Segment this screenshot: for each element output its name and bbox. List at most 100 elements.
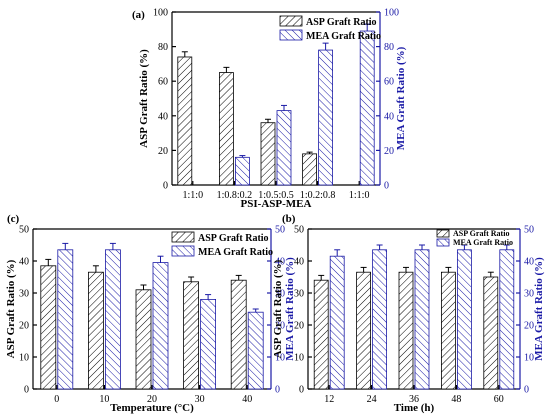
mea-bar <box>152 262 169 390</box>
legend-entry: ASP Graft Ratio <box>306 17 377 28</box>
asp-bar <box>313 279 329 390</box>
y-tick-label-left: 10 <box>19 353 29 364</box>
y-axis-label-left: ASP Graft Ratio (%) <box>138 49 150 148</box>
mea-bar <box>318 49 334 186</box>
x-tick-label: 1:0.8:0.2 <box>217 190 253 201</box>
y-tick-label-right: 0 <box>384 181 389 192</box>
y-tick-label-left: 80 <box>158 42 168 53</box>
mea-bar <box>456 249 472 390</box>
x-tick-label: 10 <box>99 394 109 405</box>
y-axis-label-left: ASP Graft Ratio (%) <box>5 259 17 358</box>
legend-swatch <box>436 238 450 247</box>
asp-bar <box>88 271 104 390</box>
y-tick-label-right: 40 <box>275 257 285 268</box>
x-tick-label: 48 <box>451 394 461 405</box>
mea-bar <box>57 249 74 390</box>
y-tick-label-left: 100 <box>153 8 168 19</box>
x-tick-label: 30 <box>195 394 205 405</box>
x-tick-label: 1:0.2:0.8 <box>300 190 336 201</box>
asp-bar <box>230 279 247 390</box>
legend-swatch <box>171 231 195 243</box>
y-tick-label-left: 0 <box>299 385 304 396</box>
y-tick-label-right: 50 <box>524 225 534 236</box>
mea-bar <box>414 249 430 390</box>
chart-panel: 0 20 40 60 80 100 0 20 40 60 80 100 1:1:0 1:0.8:0.2 1:… <box>132 8 407 211</box>
asp-bar <box>440 271 456 390</box>
y-axis-label-right: MEA Graft Ratio (%) <box>395 46 407 150</box>
legend-swatch <box>279 15 303 27</box>
y-tick-label-left: 40 <box>158 111 168 122</box>
x-tick-label: 1:1:0 <box>349 190 370 201</box>
x-tick-label: 60 <box>494 394 504 405</box>
y-tick-label-right: 60 <box>384 77 394 88</box>
mea-bar <box>359 30 375 186</box>
y-tick-label-left: 40 <box>294 257 304 268</box>
legend-entry: MEA Graft Ratio <box>306 31 381 42</box>
y-tick-label-left: 60 <box>158 77 168 88</box>
panel-label: (c) <box>7 213 20 225</box>
y-tick-label-left: 20 <box>294 321 304 332</box>
legend: ASP Graft Ratio MEA Graft Ratio <box>171 231 273 258</box>
legend-swatch <box>279 29 303 41</box>
y-axis-label-right: MEA Graft Ratio (%) <box>533 257 545 361</box>
mea-bar <box>276 110 292 186</box>
x-axis-label: PSI-ASP-MEA <box>241 198 312 210</box>
legend-swatch <box>436 229 450 238</box>
y-tick-label-left: 20 <box>158 146 168 157</box>
y-tick-label-left: 0 <box>163 181 168 192</box>
x-axis-label: Time (h) <box>394 402 435 414</box>
asp-bar <box>483 276 499 390</box>
y-tick-label-left: 30 <box>19 289 29 300</box>
y-axis-label-right: MEA Graft Ratio (%) <box>284 257 296 361</box>
x-tick-label: 1:1:0 <box>183 190 204 201</box>
y-tick-label-left: 20 <box>19 321 29 332</box>
mea-bar <box>372 249 388 390</box>
panel-label: (a) <box>132 9 145 21</box>
x-tick-label: 24 <box>367 394 377 405</box>
x-tick-label: 0 <box>54 394 59 405</box>
y-tick-label-right: 40 <box>384 111 394 122</box>
mea-bar <box>247 311 264 390</box>
asp-bar <box>356 271 372 390</box>
asp-bar <box>183 281 200 390</box>
y-tick-label-right: 100 <box>384 8 399 19</box>
legend-entry: MEA Graft Ratio <box>453 238 513 247</box>
legend-entry: MEA Graft Ratio <box>198 247 273 258</box>
y-tick-label-right: 20 <box>384 146 394 157</box>
legend: ASP Graft Ratio MEA Graft Ratio <box>279 15 381 42</box>
mea-bar <box>329 255 345 390</box>
y-tick-label-left: 40 <box>19 257 29 268</box>
chart-panel: 0 10 20 30 40 50 0 10 20 30 40 50 12 24 36 48 60 (b) Time … <box>272 213 545 414</box>
asp-bar <box>398 271 414 390</box>
x-tick-label: 40 <box>242 394 252 405</box>
mea-bar <box>234 156 250 186</box>
asp-bar <box>177 56 193 186</box>
y-tick-label-right: 0 <box>275 385 280 396</box>
y-tick-label-left: 50 <box>19 225 29 236</box>
asp-bar <box>260 122 276 186</box>
x-axis-label: Temperature (°C) <box>110 402 194 414</box>
x-tick-label: 20 <box>147 394 157 405</box>
chart-panel: 0 10 20 30 40 50 0 10 20 30 40 50 0 10 20 30 40 (c) Temper… <box>5 213 296 414</box>
asp-bar <box>40 265 57 390</box>
x-tick-label: 36 <box>409 394 419 405</box>
y-tick-label-right: 0 <box>524 385 529 396</box>
y-tick-label-right: 40 <box>524 257 534 268</box>
mea-bar <box>105 249 121 390</box>
y-axis-label-left: ASP Graft Ratio (%) <box>272 259 284 358</box>
y-tick-label-right: 30 <box>524 289 534 300</box>
y-tick-label-right: 20 <box>275 321 285 332</box>
asp-bar <box>135 289 152 390</box>
legend-entry: ASP Graft Ratio <box>198 233 269 244</box>
y-tick-label-left: 50 <box>294 225 304 236</box>
mea-bar <box>499 249 515 390</box>
x-tick-label: 12 <box>324 394 334 405</box>
asp-bar <box>302 153 318 186</box>
y-tick-label-right: 10 <box>275 353 285 364</box>
x-tick-label: 1:0.5:0.5 <box>258 190 294 201</box>
legend-entry: ASP Graft Ratio <box>453 229 509 238</box>
y-tick-label-left: 30 <box>294 289 304 300</box>
y-tick-label-right: 80 <box>384 42 394 53</box>
